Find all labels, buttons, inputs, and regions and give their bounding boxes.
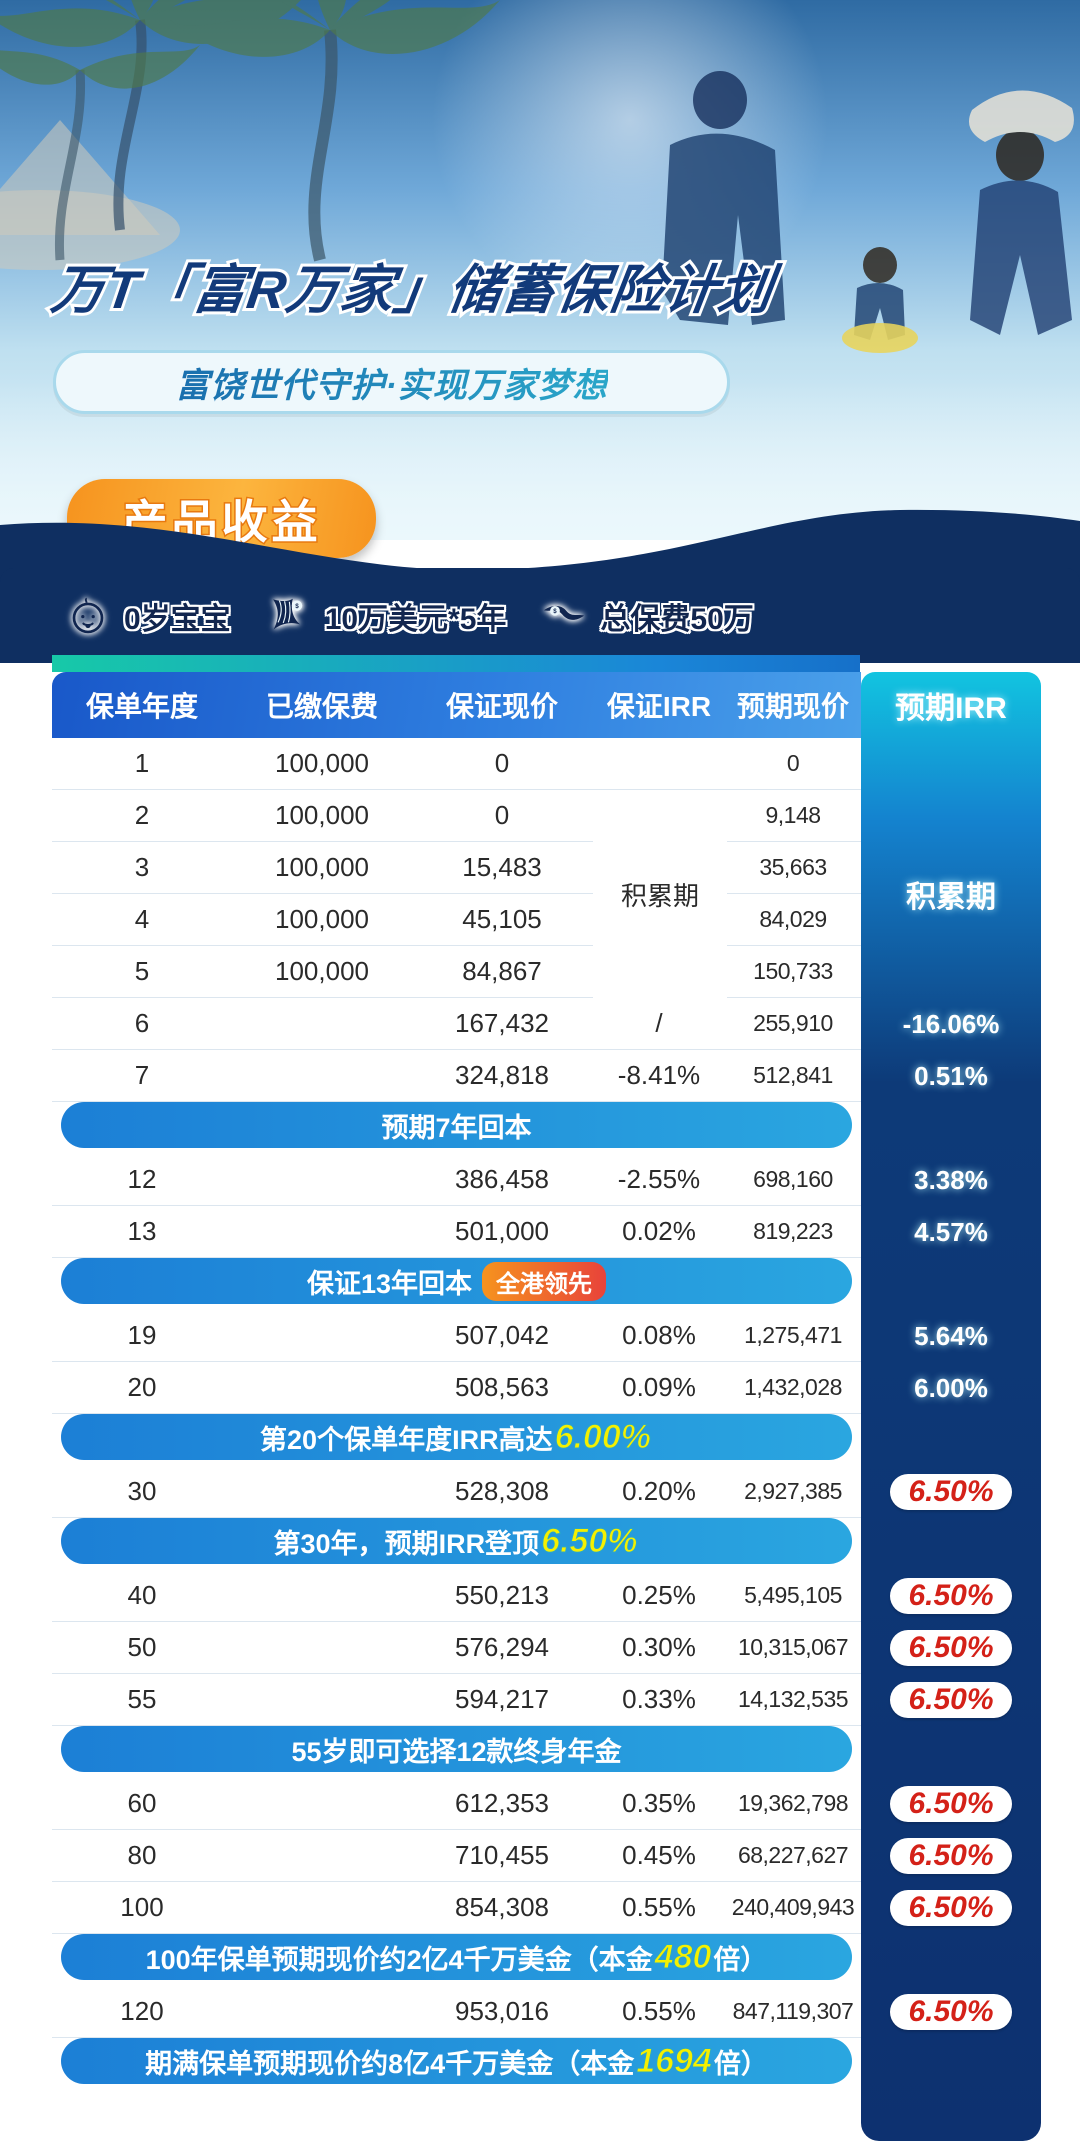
svg-text:$: $ xyxy=(554,608,558,615)
svg-text:$: $ xyxy=(295,602,299,609)
